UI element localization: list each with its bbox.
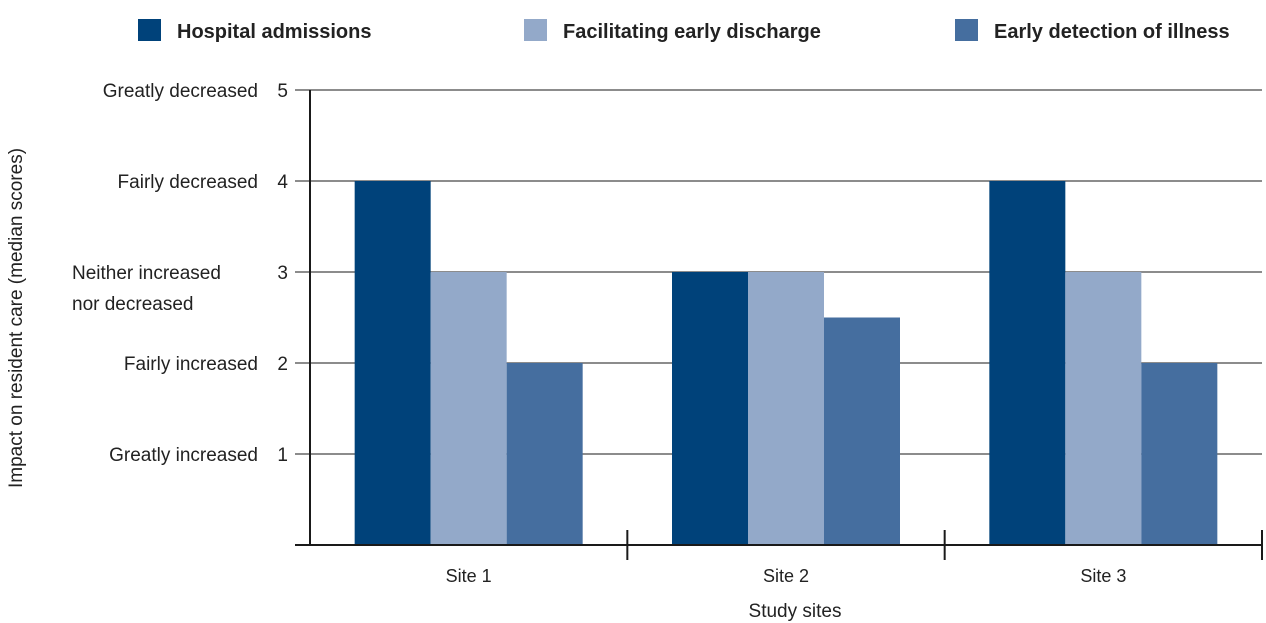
y-tick-number: 5 (277, 81, 288, 102)
legend-item-hospital-admissions: Hospital admissions (138, 19, 372, 43)
y-tick-number: 4 (277, 172, 288, 193)
y-tick-label: Fairly decreased (118, 172, 258, 193)
legend-label: Hospital admissions (177, 21, 372, 43)
bar-site-1-hospital-admissions (354, 181, 431, 545)
y-tick-label: Greatly increased (109, 445, 258, 466)
bar-site-3-facilitating-early-discharge (1065, 272, 1142, 545)
legend-label: Early detection of illness (994, 21, 1230, 43)
bar-site-2-hospital-admissions (672, 272, 748, 545)
bar-site-3-hospital-admissions (989, 181, 1066, 545)
axes (295, 90, 1263, 560)
x-axis-title: Study sites (749, 601, 842, 622)
bar-site-3-early-detection-of-illness (1141, 363, 1218, 545)
legend-swatch (138, 19, 161, 41)
y-tick-label: Fairly increased (124, 354, 258, 375)
bars (354, 181, 1218, 545)
legend-swatch (955, 19, 978, 41)
legend-item-early-detection-of-illness: Early detection of illness (955, 19, 1230, 43)
y-tick-number: 1 (277, 445, 288, 466)
y-axis-title: Impact on resident care (median scores) (6, 148, 27, 488)
x-tick-labels: Site 1 Site 2 Site 3 (446, 566, 1127, 586)
bar-site-1-facilitating-early-discharge (430, 272, 507, 545)
legend-item-facilitating-early-discharge: Facilitating early discharge (524, 19, 821, 43)
x-tick-label: Site 1 (446, 566, 492, 586)
x-tick-label: Site 3 (1080, 566, 1126, 586)
bar-site-2-early-detection-of-illness (824, 317, 900, 545)
legend-label: Facilitating early discharge (563, 21, 821, 43)
y-tick-label: Greatly decreased (103, 81, 258, 102)
y-tick-label: Neither increased nor decreased (72, 263, 221, 315)
legend: Hospital admissions Facilitating early di… (138, 19, 1230, 43)
y-tick-number: 3 (277, 263, 288, 284)
y-tick-labels: 5 Greatly decreased 4 Fairly decreased 3 Neit… (72, 81, 288, 466)
legend-swatch (524, 19, 547, 41)
x-tick-label: Site 2 (763, 566, 809, 586)
bar-site-1-early-detection-of-illness (506, 363, 583, 545)
y-tick-number: 2 (277, 354, 288, 375)
bar-site-2-facilitating-early-discharge (748, 272, 824, 545)
